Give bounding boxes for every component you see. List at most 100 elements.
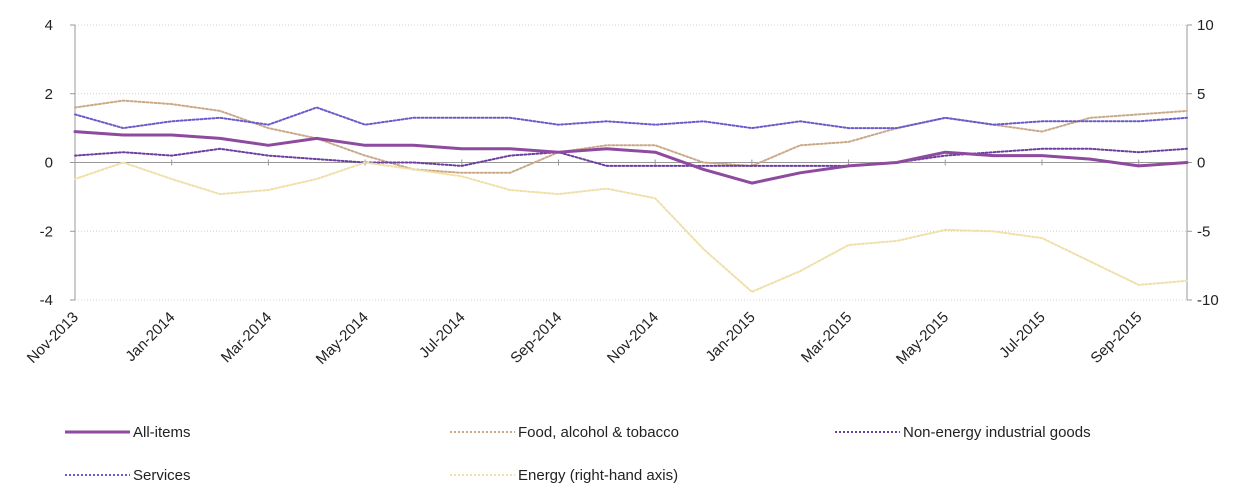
x-tick-label: Sep-2015 bbox=[1087, 309, 1145, 367]
x-tick-label: Nov-2013 bbox=[24, 309, 82, 367]
legend-item-all-items: All-items bbox=[65, 424, 191, 441]
data-point-all-items bbox=[896, 162, 898, 164]
data-point-energy-right-hand-axis bbox=[461, 176, 463, 178]
data-point-food-alcohol-tobacco bbox=[1090, 117, 1092, 119]
data-point-services bbox=[1138, 121, 1140, 123]
data-point-all-items bbox=[461, 148, 463, 150]
x-tick-label: Jul-2014 bbox=[416, 309, 469, 362]
data-point-services bbox=[799, 121, 801, 123]
data-point-all-items bbox=[123, 134, 125, 136]
data-point-energy-right-hand-axis bbox=[219, 193, 221, 195]
data-point-services bbox=[1041, 121, 1043, 123]
data-point-food-alcohol-tobacco bbox=[703, 162, 705, 164]
data-point-all-items bbox=[413, 145, 415, 147]
legend-label: Non-energy industrial goods bbox=[903, 424, 1091, 441]
data-point-services bbox=[1090, 121, 1092, 123]
data-point-food-alcohol-tobacco bbox=[654, 145, 656, 147]
data-point-services bbox=[413, 117, 415, 119]
data-point-energy-right-hand-axis bbox=[558, 193, 560, 195]
series-line-services bbox=[74, 106, 1188, 130]
data-point-services bbox=[268, 124, 270, 126]
y-tick-label: -2 bbox=[40, 223, 53, 240]
data-point-services bbox=[945, 117, 947, 119]
series-line-food-alcohol-tobacco bbox=[74, 99, 1188, 174]
data-point-food-alcohol-tobacco bbox=[74, 107, 76, 109]
data-point-energy-right-hand-axis bbox=[896, 240, 898, 242]
data-point-all-items bbox=[1138, 165, 1140, 167]
data-point-non-energy-industrial-goods bbox=[945, 155, 947, 157]
legend-label: All-items bbox=[133, 424, 191, 441]
data-point-services bbox=[606, 121, 608, 123]
data-point-all-items bbox=[316, 138, 318, 140]
data-point-all-items bbox=[945, 151, 947, 153]
data-point-services bbox=[896, 127, 898, 129]
data-point-energy-right-hand-axis bbox=[413, 169, 415, 171]
data-point-services bbox=[123, 127, 125, 129]
x-tick-label: Nov-2014 bbox=[604, 309, 662, 367]
data-point-food-alcohol-tobacco bbox=[123, 100, 125, 102]
data-point-food-alcohol-tobacco bbox=[268, 127, 270, 129]
data-point-all-items bbox=[171, 134, 173, 136]
data-point-all-items bbox=[364, 145, 366, 147]
data-point-food-alcohol-tobacco bbox=[509, 172, 511, 174]
y-tick-label: 0 bbox=[45, 155, 53, 172]
data-point-non-energy-industrial-goods bbox=[799, 165, 801, 167]
data-point-food-alcohol-tobacco bbox=[461, 172, 463, 174]
data-point-non-energy-industrial-goods bbox=[123, 151, 125, 153]
data-point-food-alcohol-tobacco bbox=[848, 141, 850, 143]
data-point-non-energy-industrial-goods bbox=[268, 155, 270, 157]
data-point-all-items bbox=[654, 151, 656, 153]
data-point-all-items bbox=[74, 131, 76, 133]
data-point-non-energy-industrial-goods bbox=[606, 165, 608, 167]
data-point-non-energy-industrial-goods bbox=[1138, 151, 1140, 153]
data-point-non-energy-industrial-goods bbox=[993, 151, 995, 153]
data-point-services bbox=[848, 127, 850, 129]
data-point-energy-right-hand-axis bbox=[123, 162, 125, 164]
y-tick-label: 2 bbox=[45, 86, 53, 103]
data-point-food-alcohol-tobacco bbox=[1186, 110, 1188, 112]
data-point-energy-right-hand-axis bbox=[848, 244, 850, 246]
data-point-non-energy-industrial-goods bbox=[703, 165, 705, 167]
data-point-food-alcohol-tobacco bbox=[1041, 131, 1043, 133]
data-point-services bbox=[703, 121, 705, 123]
legend-label: Services bbox=[133, 467, 191, 484]
legend-item-energy-right-hand-axis: Energy (right-hand axis) bbox=[450, 467, 678, 484]
x-tick-label: Mar-2015 bbox=[798, 309, 855, 366]
data-point-non-energy-industrial-goods bbox=[751, 165, 753, 167]
data-point-energy-right-hand-axis bbox=[799, 270, 801, 272]
data-point-services bbox=[461, 117, 463, 119]
y2-tick-label: 0 bbox=[1197, 155, 1205, 172]
y2-tick-label: -10 bbox=[1197, 292, 1219, 309]
x-tick-label: Sep-2014 bbox=[507, 309, 565, 367]
data-point-energy-right-hand-axis bbox=[606, 188, 608, 190]
data-point-food-alcohol-tobacco bbox=[1138, 114, 1140, 116]
data-point-energy-right-hand-axis bbox=[509, 189, 511, 191]
data-point-non-energy-industrial-goods bbox=[74, 155, 76, 157]
data-point-non-energy-industrial-goods bbox=[1186, 148, 1188, 150]
series-line-all-items bbox=[73, 130, 1189, 185]
data-point-all-items bbox=[799, 172, 801, 174]
data-point-services bbox=[171, 121, 173, 123]
data-point-energy-right-hand-axis bbox=[171, 178, 173, 180]
data-point-all-items bbox=[703, 169, 705, 171]
data-point-energy-right-hand-axis bbox=[1090, 261, 1092, 263]
x-tick-label: Mar-2014 bbox=[218, 309, 275, 366]
data-point-all-items bbox=[1186, 162, 1188, 164]
legend: All-items Food, alcohol & tobacco Non-ener… bbox=[65, 424, 1091, 484]
data-point-food-alcohol-tobacco bbox=[219, 110, 221, 112]
data-point-non-energy-industrial-goods bbox=[461, 165, 463, 167]
data-point-services bbox=[219, 117, 221, 119]
series-line-non-energy-industrial-goods bbox=[74, 147, 1188, 167]
data-point-non-energy-industrial-goods bbox=[509, 155, 511, 157]
data-point-energy-right-hand-axis bbox=[1138, 284, 1140, 286]
data-point-energy-right-hand-axis bbox=[703, 248, 705, 250]
data-point-energy-right-hand-axis bbox=[74, 178, 76, 180]
data-point-all-items bbox=[751, 182, 753, 184]
data-point-services bbox=[74, 114, 76, 116]
y2-tick-label: 10 bbox=[1197, 17, 1214, 34]
data-point-non-energy-industrial-goods bbox=[316, 158, 318, 160]
data-point-services bbox=[364, 124, 366, 126]
legend-item-non-energy-industrial-goods: Non-energy industrial goods bbox=[835, 424, 1091, 441]
series-lines bbox=[73, 99, 1189, 293]
data-point-food-alcohol-tobacco bbox=[606, 145, 608, 147]
